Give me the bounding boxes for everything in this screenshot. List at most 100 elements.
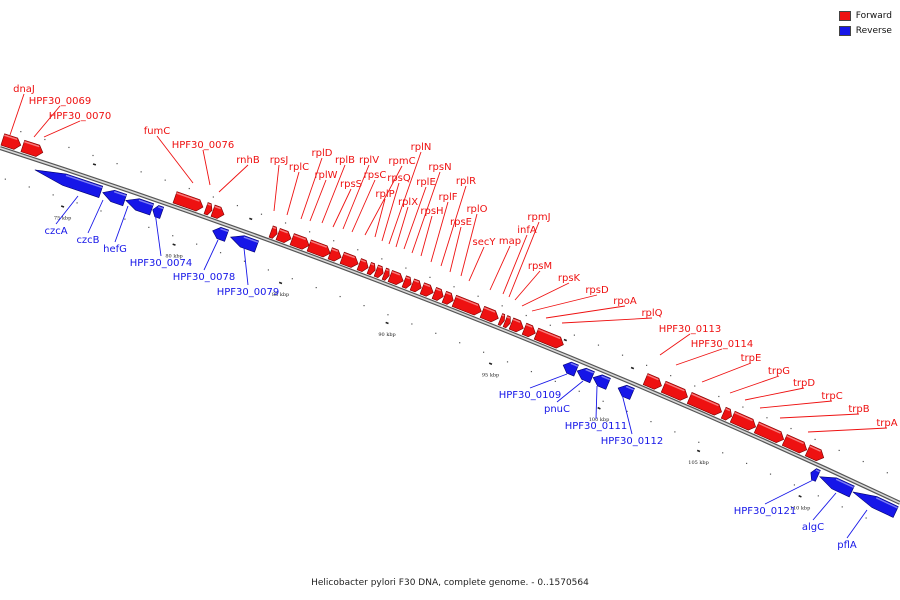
gene-label-rpss: rpsS [340,179,362,190]
scale-tick [563,338,568,342]
scale-dot [76,202,78,204]
forward-gene-arrow [729,410,757,431]
gene-label-rpoa: rpoA [613,296,637,307]
gene-label-czcb: czcB [76,235,99,246]
forward-gene-arrow-shine [435,288,442,292]
gene-label-hpf30-0076: HPF30_0076 [172,140,234,151]
gene-label-fumc: fumC [144,126,171,137]
forward-gene-arrow [275,228,292,243]
scale-dot [698,441,700,443]
caption: Helicobacter pylori F30 DNA, complete ge… [311,578,589,588]
forward-gene-arrow [497,313,506,326]
gene-label-rpld: rplD [312,148,333,159]
forward-gene-arrow [441,290,454,305]
forward-gene-arrow-shine [370,263,375,266]
reverse-gene-arrow-shine [220,228,229,233]
leader-hpf30-0112 [621,393,633,435]
leader-trpc [759,400,833,409]
leader-pnuc [556,380,584,403]
forward-gene-arrow-shine [272,226,277,230]
leader-rpse [449,226,462,273]
leader-rplx [395,206,409,248]
reverse-gene-arrow-shine [65,174,103,189]
gene-label-czca: czcA [44,226,67,237]
leader-rplo [460,213,478,277]
leader-hpf30-0121 [764,477,818,505]
leader-trpe [701,362,752,383]
leader-hpf30-0079 [243,247,249,286]
gene-label-trpb: trpB [848,404,869,415]
scale-dot [769,473,772,475]
reverse-gene-arrow [810,468,821,482]
scale-dot [260,213,263,215]
forward-gene-arrow [306,239,331,258]
gene-label-hefg: hefG [103,244,127,255]
scale-tick [696,449,701,453]
scale-dot [862,460,864,463]
gene-label-rpse: rpsE [450,217,472,228]
forward-gene-arrow-shine [445,292,452,296]
leader-pfla [846,509,868,539]
forward-gene-arrow-shine [725,408,731,412]
reverse-gene-arrow-shine [113,191,127,197]
scale-tick [385,321,389,325]
gene-label-hpf30-0109: HPF30_0109 [499,390,561,401]
forward-gene-arrow-shine [786,435,804,445]
gene-label-rpsk: rpsK [558,273,581,284]
gene-label-rplq: rplQ [641,308,662,319]
reverse-gene-arrow-shine [138,199,154,206]
forward-gene-arrow [642,373,662,390]
gene-label-rplf: rplF [439,192,458,203]
reverse-gene-arrow [102,189,128,207]
forward-gene-arrow-shine [691,393,719,407]
gene-label-map: map [499,236,521,247]
reverse-gene-arrow [34,169,104,198]
gene-label-rplc: rplC [289,162,309,173]
scale-dot [602,400,604,402]
gene-label-rplr: rplR [456,176,476,187]
forward-gene-arrow [268,225,278,239]
gene-label-infa: infA [517,225,537,236]
forward-gene-arrow-shine [391,271,401,276]
forward-swatch [838,10,851,21]
gene-label-rpsd: rpsD [585,285,609,296]
forward-gene-arrow [781,434,808,454]
leader-hpf30-0114 [675,348,723,366]
forward-gene-arrow-shine [343,252,356,259]
forward-gene-arrow [804,444,825,462]
forward-gene-arrow [0,133,22,150]
scale-dot [219,252,222,254]
forward-gene-arrow [451,294,482,316]
legend: Forward Reverse [838,8,892,38]
reverse-gene-arrow-shine [585,368,595,374]
leader-rplf [430,201,449,263]
gene-label-trpd: trpD [793,378,815,389]
reverse-gene-arrow-shine [243,236,259,243]
scale-dot [626,410,628,412]
scale-dot [790,427,792,430]
reverse-gene-arrow [819,476,855,498]
scale-tick [92,163,97,166]
leader-secy [468,246,485,282]
scale-dot [20,131,22,133]
scale-dot [52,194,54,196]
scale-dot [453,286,455,288]
scale-dot [645,364,648,366]
gene-label-rplp: rplP [375,189,394,200]
scale-dot [650,420,652,423]
leader-fumc [156,135,194,184]
scale-dot [766,417,768,419]
scale-label: 110 kbp [790,505,811,511]
scale-tick [630,366,635,370]
forward-gene-arrow [720,406,732,421]
scale-dot [525,314,527,317]
leader-trpg [729,375,780,394]
leader-hefg [114,205,129,243]
scale-dot [838,449,840,452]
gene-label-rpsc: rpsC [364,170,387,181]
scale-dot [549,324,551,326]
forward-gene-arrow [210,204,225,219]
gene-label-rpsq: rpsQ [387,173,411,184]
gene-label-rpsn: rpsN [428,162,451,173]
forward-gene-arrow [419,282,434,297]
